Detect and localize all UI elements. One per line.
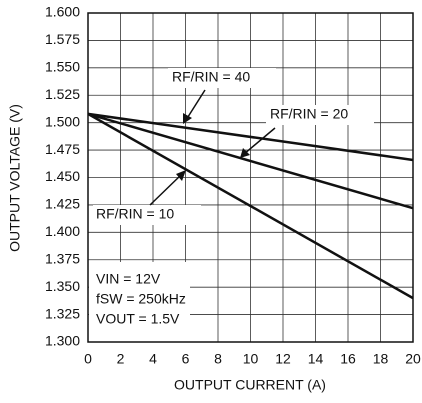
x-tick-label: 4	[149, 351, 157, 367]
arrow	[185, 89, 206, 121]
series-line	[87, 112, 414, 162]
y-tick-label: 1.475	[45, 141, 80, 157]
y-tick-label: 1.550	[45, 59, 80, 75]
label-bg	[266, 105, 374, 125]
x-axis-label: OUTPUT CURRENT (A)	[174, 377, 326, 393]
annotation-box	[89, 262, 190, 342]
arrow	[243, 127, 276, 155]
x-tick-label: 0	[84, 351, 92, 367]
label-bg	[93, 205, 201, 225]
y-tick-label: 1.500	[45, 113, 80, 129]
arrow	[149, 173, 183, 206]
arrow-head	[240, 148, 250, 158]
arrow-head	[183, 113, 192, 124]
x-tick-label: 14	[308, 351, 324, 367]
series-label: RF/RIN = 20	[270, 106, 348, 122]
x-tick-label: 8	[214, 351, 222, 367]
annotation: VOUT = 1.5V	[96, 311, 180, 327]
plot-frame	[87, 12, 414, 343]
y-tick-label: 1.525	[45, 86, 80, 102]
y-tick-label: 1.375	[45, 250, 80, 266]
series-label: RF/RIN = 40	[172, 69, 250, 85]
y-tick-label: 1.400	[45, 223, 80, 239]
x-tick-label: 16	[340, 351, 356, 367]
series-label: RF/RIN = 10	[96, 206, 174, 222]
y-tick-label: 1.425	[45, 196, 80, 212]
y-tick-label: 1.600	[45, 4, 80, 20]
series-line	[87, 112, 414, 210]
y-tick-label: 1.300	[45, 333, 80, 349]
x-tick-label: 18	[373, 351, 389, 367]
y-tick-label: 1.575	[45, 31, 80, 47]
x-tick-label: 10	[243, 351, 259, 367]
series-line	[87, 112, 414, 300]
y-tick-label: 1.450	[45, 168, 80, 184]
y-tick-label: 1.350	[45, 278, 80, 294]
arrow-head	[176, 170, 186, 181]
label-bg	[168, 68, 276, 88]
annotation: fSW = 250kHz	[96, 291, 186, 307]
annotation: VIN = 12V	[96, 271, 161, 287]
x-tick-label: 6	[182, 351, 190, 367]
y-axis-label: OUTPUT VOLTAGE (V)	[7, 104, 23, 252]
y-tick-label: 1.325	[45, 305, 80, 321]
x-tick-label: 12	[275, 351, 291, 367]
x-tick-label: 20	[405, 351, 421, 367]
x-tick-label: 2	[117, 351, 125, 367]
